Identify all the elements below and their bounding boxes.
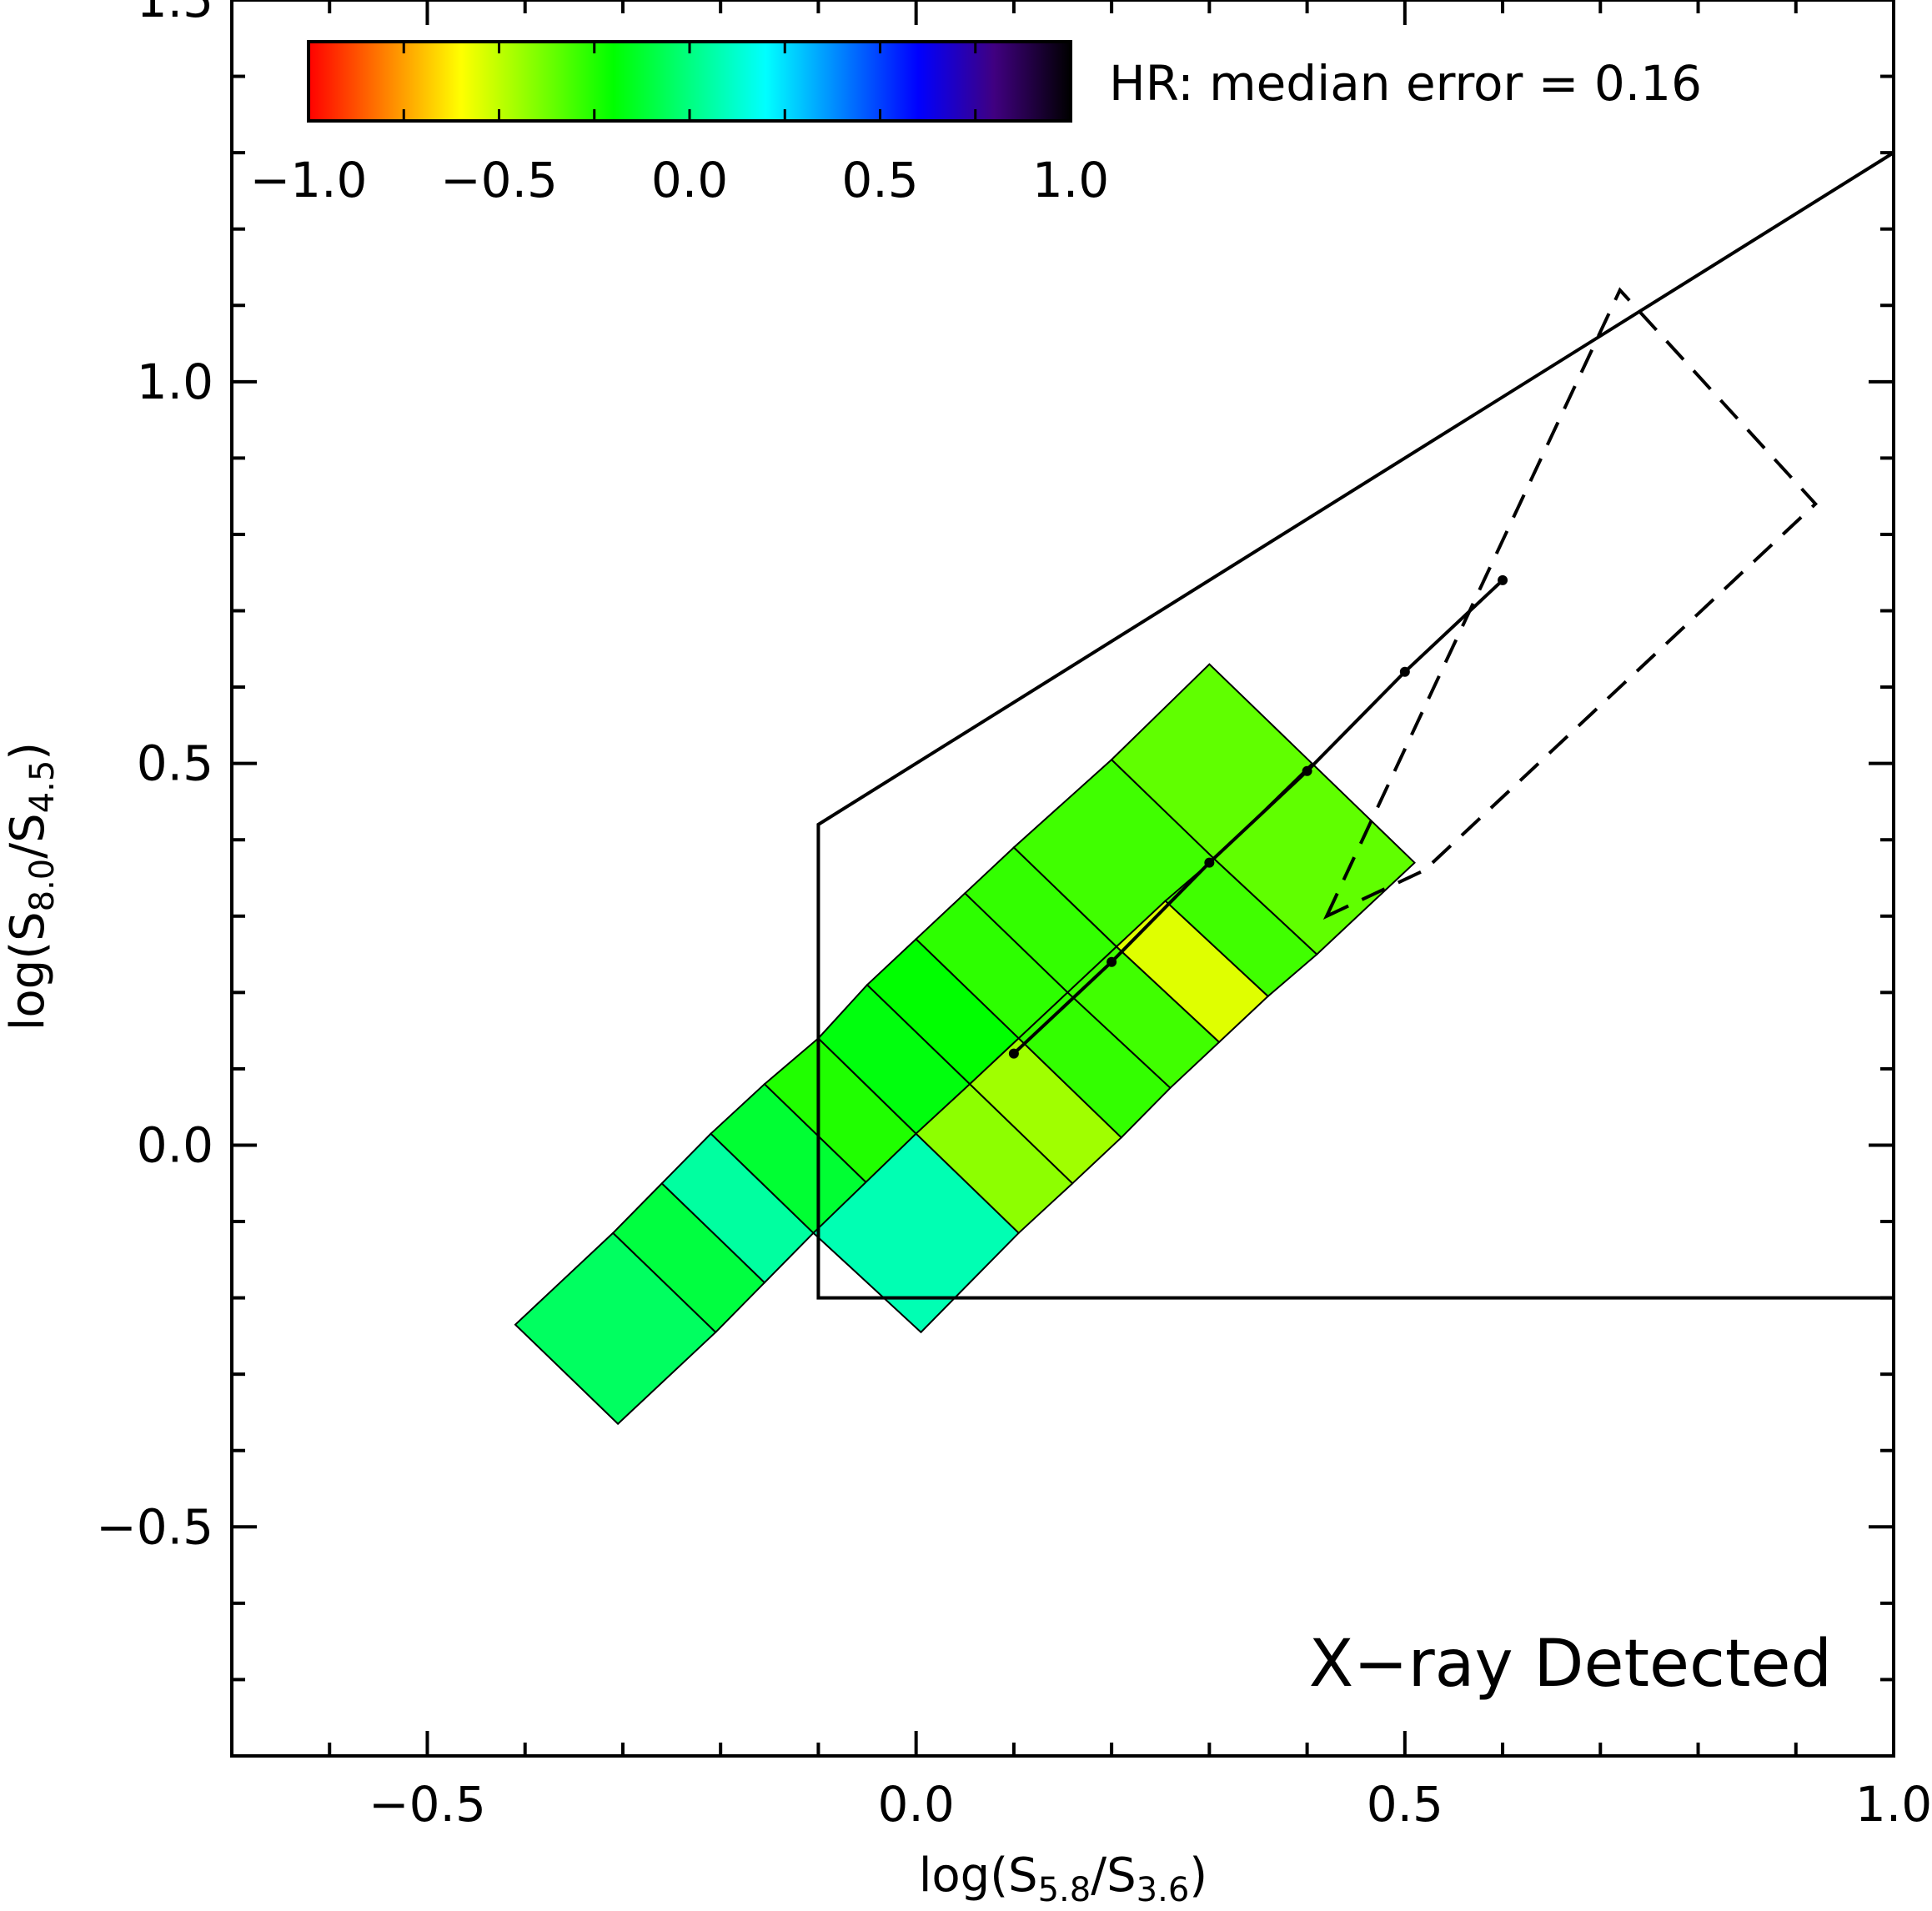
heatmap-cells — [514, 663, 1416, 1426]
y-axis-label: log(S8.0/S4.5) — [1, 742, 62, 1031]
x-ray-detected-annotation: X−ray Detected — [1309, 1627, 1832, 1702]
y-tick-label: 0.5 — [137, 735, 213, 792]
power-law-track-point — [1204, 857, 1215, 868]
colorbar-tick-label: 0.5 — [841, 152, 918, 208]
x-tick-label: 0.0 — [878, 1776, 955, 1833]
agn-wedge-boundary — [816, 151, 1894, 1300]
hr-median-error-label: HR: median error = 0.16 — [1109, 55, 1702, 112]
y-axis-label-main: log(S — [1, 911, 55, 1031]
colorbar-tick-labels: −1.0 −0.5 0.0 0.5 1.0 — [250, 152, 1110, 208]
colorbar-tick-label: 0.0 — [651, 152, 728, 208]
x-axis-label-mid: /S — [1091, 1848, 1136, 1903]
x-axis-label-sub2: 3.6 — [1137, 1871, 1190, 1909]
x-tick-label: 1.0 — [1855, 1776, 1932, 1833]
y-axis-label-sub2: 4.5 — [23, 760, 62, 814]
axis-ticks — [232, 0, 1895, 1756]
plot-frame — [230, 0, 1895, 1758]
colorbar-ticks — [307, 42, 1072, 121]
x-tick-label: 0.5 — [1367, 1776, 1443, 1833]
y-axis-label-mid: /S — [1, 813, 55, 858]
power-law-track — [1012, 579, 1504, 1056]
colorbar-tick-label: −0.5 — [440, 152, 558, 208]
colorbar-tick-label: −1.0 — [250, 152, 368, 208]
region-lines — [816, 151, 1894, 1300]
x-axis-label-end: ) — [1189, 1848, 1207, 1903]
colorbar-tick-label: 1.0 — [1032, 152, 1109, 208]
power-law-track-point — [1302, 765, 1312, 776]
x-axis-label: log(S5.8/S3.6) — [919, 1848, 1207, 1909]
dashed-selection-box — [1322, 287, 1819, 920]
power-law-track-point — [1399, 666, 1410, 677]
power-law-track-point — [1008, 1048, 1019, 1059]
power-law-track-point — [1498, 574, 1508, 585]
y-axis-label-end: ) — [1, 742, 55, 760]
y-tick-label: 0.0 — [137, 1116, 213, 1173]
y-axis-label-sub1: 8.0 — [23, 859, 62, 912]
power-law-track-point — [1107, 956, 1117, 967]
y-tick-label: 1.5 — [137, 0, 213, 28]
x-axis-label-main: log(S — [919, 1848, 1038, 1903]
colorbar: −1.0 −0.5 0.0 0.5 1.0 — [250, 40, 1110, 208]
x-axis-label-sub1: 5.8 — [1038, 1871, 1091, 1909]
x-tick-label: −0.5 — [369, 1776, 486, 1833]
colorbar-gradient — [307, 40, 1072, 123]
y-tick-label: 1.0 — [137, 354, 213, 410]
y-tick-label: −0.5 — [96, 1498, 213, 1555]
axis-tick-labels: −0.5 0.0 0.5 1.0 −0.5 0.0 0.5 1.0 1.5 — [96, 0, 1932, 1833]
